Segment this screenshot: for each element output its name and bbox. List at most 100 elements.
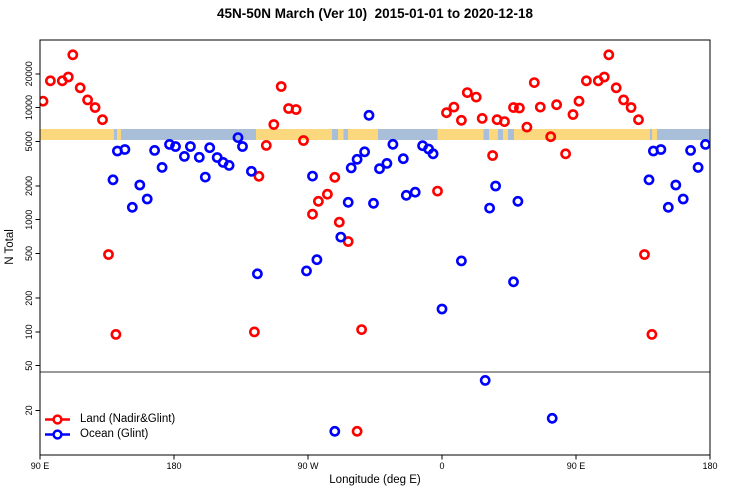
data-point-land xyxy=(646,328,658,340)
data-point-land xyxy=(603,49,615,61)
data-point-land xyxy=(534,101,546,113)
data-point-land xyxy=(567,109,579,120)
data-point-land xyxy=(321,188,333,200)
data-point-land xyxy=(329,171,341,183)
data-point-ocean xyxy=(546,412,558,424)
data-point-ocean xyxy=(368,197,379,209)
data-point-land xyxy=(432,185,443,197)
data-point-land xyxy=(598,71,610,83)
data-point-land xyxy=(312,195,324,207)
data-point-land xyxy=(461,87,473,98)
data-point-land xyxy=(618,94,629,106)
plot-frame xyxy=(39,39,711,456)
data-point-land xyxy=(499,116,510,127)
series-land xyxy=(40,49,658,437)
surface-band-ocean xyxy=(114,129,117,140)
data-point-ocean xyxy=(335,231,347,243)
data-point-ocean xyxy=(685,144,696,156)
data-point-land xyxy=(110,328,122,340)
y-tick-label: 100 xyxy=(24,324,34,339)
surface-band-ocean xyxy=(378,129,438,140)
data-point-land xyxy=(514,102,525,114)
data-point-ocean xyxy=(359,146,370,158)
legend-label-land: Land (Nadir&Glint) xyxy=(80,413,176,425)
data-point-ocean xyxy=(149,144,160,156)
data-point-land xyxy=(307,208,318,220)
surface-band-ocean xyxy=(656,129,710,140)
data-point-ocean xyxy=(512,195,524,207)
data-point-ocean xyxy=(484,202,495,214)
y-tick-label: 20 xyxy=(24,405,34,415)
surface-band-land xyxy=(503,129,508,140)
chart-title: 45N-50N March (Ver 10) 2015-01-01 to 202… xyxy=(217,6,533,21)
data-point-ocean xyxy=(655,144,667,155)
y-tick-label: 50 xyxy=(24,361,34,371)
data-point-ocean xyxy=(363,109,375,121)
surface-band-ocean xyxy=(121,129,256,140)
data-point-ocean xyxy=(178,150,190,162)
x-tick-label: 90 E xyxy=(31,461,50,471)
data-point-ocean xyxy=(329,425,341,437)
surface-band-land xyxy=(513,129,650,140)
data-point-land xyxy=(356,324,367,335)
data-point-land xyxy=(441,107,452,119)
surface-band-ocean xyxy=(331,129,338,140)
surface-band-land xyxy=(40,129,114,140)
data-point-ocean xyxy=(479,374,491,386)
x-tick-label: 0 xyxy=(439,461,444,471)
data-point-land xyxy=(487,150,498,161)
surface-band-land xyxy=(488,129,498,140)
y-tick-label: 200 xyxy=(24,291,34,306)
legend-item-ocean: Ocean (Glint) xyxy=(44,427,175,442)
data-point-ocean xyxy=(692,161,704,173)
data-point-land xyxy=(62,71,74,83)
surface-band-land xyxy=(348,129,378,140)
y-tick-label: 500 xyxy=(24,246,34,261)
data-point-ocean xyxy=(455,255,467,267)
data-point-land xyxy=(342,236,354,247)
data-point-land xyxy=(351,425,363,437)
data-point-land xyxy=(470,91,482,103)
data-point-ocean xyxy=(643,174,655,186)
y-tick-label: 1000 xyxy=(24,210,34,230)
data-point-land xyxy=(248,326,260,338)
y-tick-label: 20000 xyxy=(24,61,34,86)
data-point-ocean xyxy=(670,179,682,191)
data-point-land xyxy=(573,95,585,107)
legend-item-land: Land (Nadir&Glint) xyxy=(44,412,175,427)
data-point-land xyxy=(521,121,533,133)
legend-label-ocean: Ocean (Glint) xyxy=(80,428,149,440)
data-point-land xyxy=(508,102,519,113)
data-point-land xyxy=(298,135,309,146)
data-point-land xyxy=(45,75,56,87)
data-point-land xyxy=(625,102,637,113)
data-point-ocean xyxy=(374,163,385,175)
data-point-land xyxy=(82,94,93,106)
data-point-land xyxy=(67,49,79,61)
data-point-ocean xyxy=(119,144,131,155)
data-point-ocean xyxy=(193,151,205,163)
data-point-ocean xyxy=(184,141,196,152)
data-point-ocean xyxy=(126,201,138,213)
data-point-ocean xyxy=(400,189,412,201)
x-tick-label: 90 E xyxy=(567,461,586,471)
data-point-ocean xyxy=(677,193,689,205)
y-tick-label: 5000 xyxy=(24,131,34,151)
data-point-land xyxy=(581,75,592,87)
y-tick-label: 10000 xyxy=(24,95,34,120)
data-point-ocean xyxy=(107,174,119,186)
data-point-land xyxy=(639,249,650,260)
data-point-ocean xyxy=(397,153,409,165)
x-axis-title: Longitude (deg E) xyxy=(329,474,421,486)
data-point-ocean xyxy=(237,141,248,152)
data-point-land xyxy=(545,131,557,143)
x-tick-label: 180 xyxy=(166,461,181,471)
data-point-land xyxy=(551,99,562,111)
data-point-ocean xyxy=(232,132,244,143)
surface-band-land xyxy=(255,129,332,140)
surface-band-land xyxy=(437,129,484,140)
data-point-ocean xyxy=(700,139,710,150)
x-tick-label: 90 W xyxy=(297,461,319,471)
